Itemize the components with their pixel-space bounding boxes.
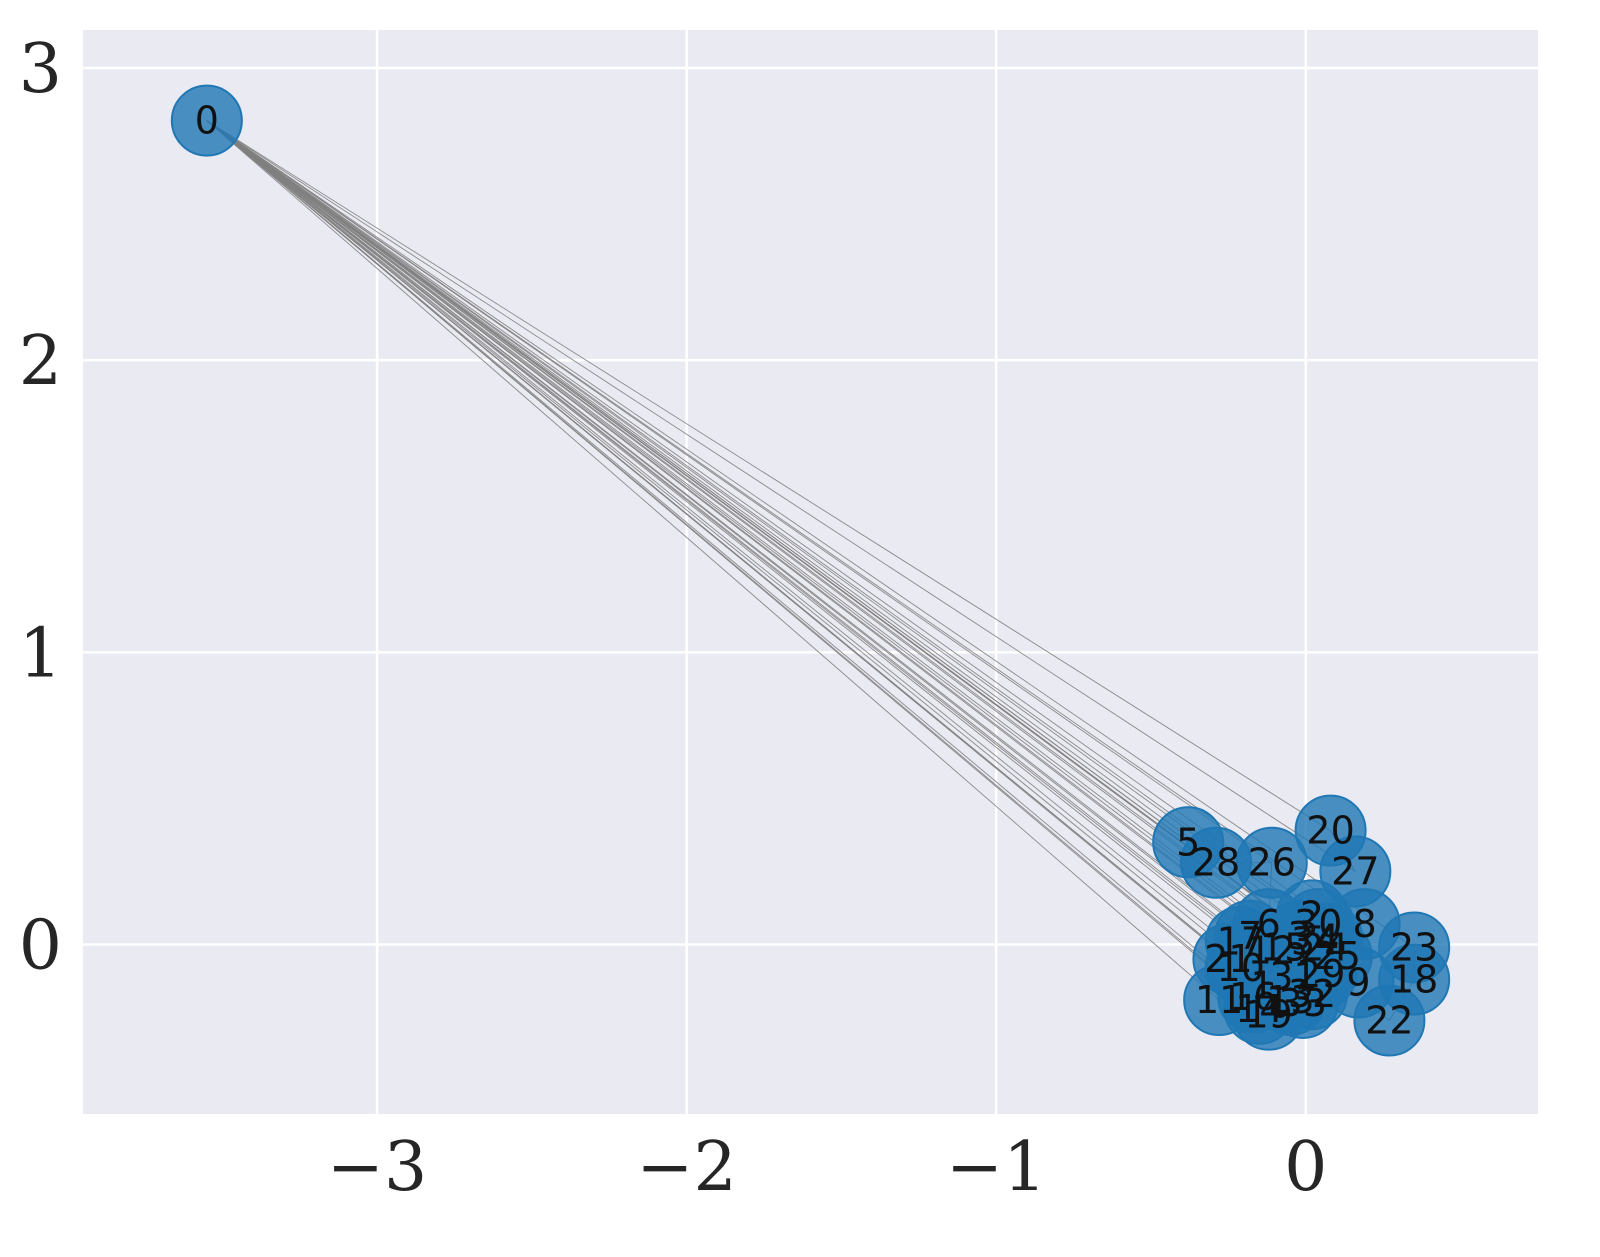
- node-label-17: 17: [1217, 920, 1265, 964]
- edge-line: [206, 120, 1220, 1001]
- node-0: [170, 84, 243, 157]
- node-23: [1378, 911, 1451, 984]
- node-label-12: 12: [1248, 928, 1296, 972]
- node-label-22: 22: [1365, 999, 1413, 1043]
- edge-line: [206, 120, 1316, 942]
- node-label-26: 26: [1248, 841, 1296, 885]
- y-tick-label: 1: [19, 614, 62, 693]
- edge-line: [206, 120, 1313, 995]
- edge-line: [206, 120, 1229, 960]
- node-label-31: 31: [1269, 955, 1317, 999]
- node-label-4: 4: [1315, 917, 1339, 961]
- y-tick-label: 2: [19, 322, 62, 401]
- node-34: [1279, 905, 1352, 978]
- node-label-10: 10: [1217, 946, 1265, 990]
- node-label-33: 33: [1279, 981, 1327, 1025]
- x-tick-label: −1: [946, 1128, 1046, 1207]
- edge-line: [206, 120, 1365, 925]
- edge-line: [206, 120, 1269, 925]
- edge-line: [206, 120, 1322, 975]
- node-label-9: 9: [1346, 961, 1370, 1005]
- node-label-30: 30: [1294, 902, 1342, 946]
- edge-line: [206, 120, 1415, 948]
- node-label-11: 11: [1195, 978, 1243, 1022]
- edge-line: [206, 120, 1313, 916]
- node-label-6: 6: [1257, 902, 1281, 946]
- x-tick-label: 0: [1284, 1128, 1327, 1207]
- node-label-2: 2: [1300, 893, 1324, 937]
- node-label-5: 5: [1176, 820, 1200, 864]
- edge-line: [206, 120, 1217, 864]
- edge-line: [206, 120, 1269, 1016]
- edge-line: [206, 120, 1331, 831]
- edge-line: [206, 120, 1356, 872]
- node-label-14: 14: [1235, 987, 1283, 1031]
- node-28: [1180, 826, 1253, 899]
- edge-line: [206, 120, 1242, 942]
- edge-line: [206, 120, 1273, 864]
- grid-lines: [83, 30, 1538, 1114]
- node-label-27: 27: [1331, 849, 1379, 893]
- node-label-0: 0: [195, 99, 219, 143]
- node-label-24: 24: [1300, 925, 1348, 969]
- node-label-29: 29: [1297, 952, 1345, 996]
- node-label-19: 19: [1244, 993, 1292, 1037]
- nodes: [170, 84, 1451, 1057]
- edges: [206, 120, 1415, 1021]
- node-label-21: 21: [1204, 937, 1252, 981]
- node-label-28: 28: [1192, 841, 1240, 885]
- node-label-3: 3: [1288, 914, 1312, 958]
- node-label-8: 8: [1353, 902, 1377, 946]
- y-tick-label: 0: [19, 907, 62, 986]
- node-label-32: 32: [1288, 972, 1336, 1016]
- node-label-7: 7: [1238, 914, 1262, 958]
- x-tick-label: −3: [327, 1128, 427, 1207]
- edge-line: [206, 120, 1319, 925]
- y-tick-label: 3: [19, 30, 62, 109]
- node-label-15: 15: [1260, 925, 1308, 969]
- node-22: [1353, 984, 1426, 1057]
- x-tick-label: −2: [637, 1128, 737, 1207]
- node-27: [1319, 835, 1392, 908]
- node-label-34: 34: [1291, 920, 1339, 964]
- node-label-16: 16: [1229, 975, 1277, 1019]
- edge-line: [206, 120, 1291, 1001]
- edge-line: [206, 120, 1304, 1004]
- node-label-20: 20: [1306, 809, 1354, 853]
- edge-line: [206, 120, 1254, 998]
- node-label-25: 25: [1313, 934, 1361, 978]
- node-label-13: 13: [1266, 978, 1314, 1022]
- node-label-18: 18: [1390, 958, 1438, 1002]
- node-label-1: 1: [1250, 963, 1274, 1007]
- edge-line: [206, 120, 1273, 951]
- edge-line: [206, 120, 1328, 940]
- node-label-23: 23: [1390, 925, 1438, 969]
